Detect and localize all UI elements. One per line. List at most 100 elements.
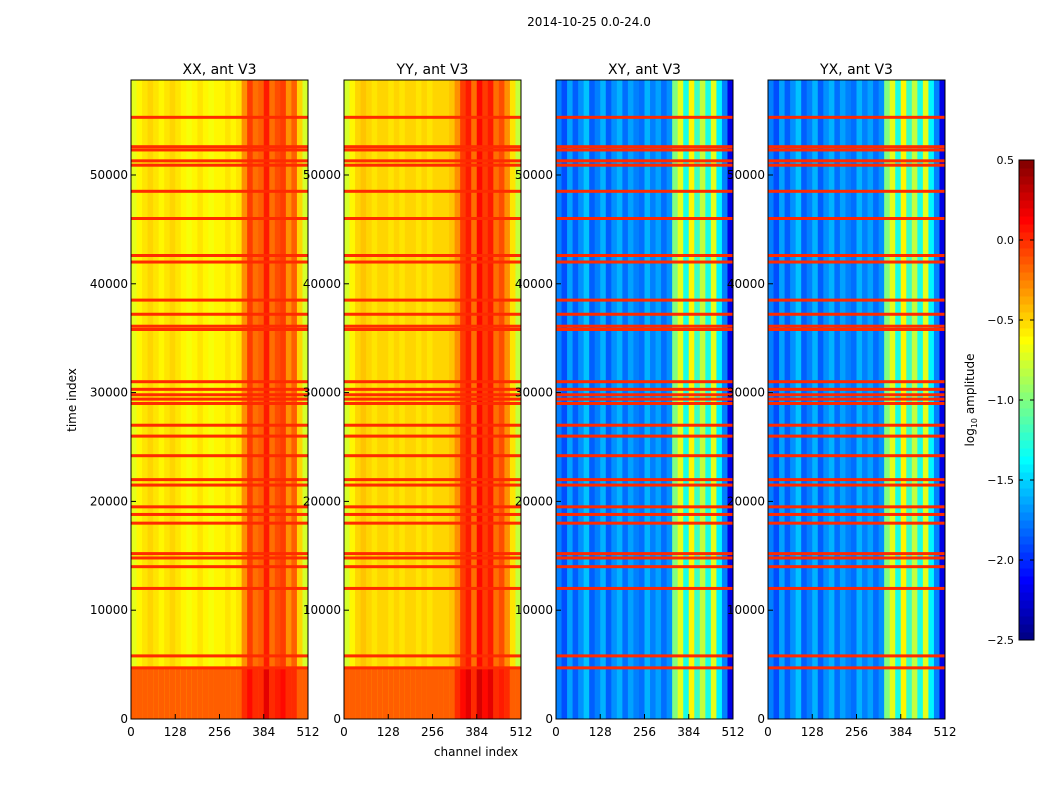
colorbar-segment xyxy=(1019,304,1034,313)
flagged-row xyxy=(768,163,945,167)
colorbar-segment xyxy=(1019,496,1034,505)
flagged-row xyxy=(768,298,945,302)
flagged-row xyxy=(131,454,308,458)
flagged-row xyxy=(556,505,733,509)
flagged-row xyxy=(131,397,308,401)
colorbar: 0.5 0.0 −0.5 −1.0 −1.5 −2.0 −2.5 xyxy=(987,154,1035,647)
colorbar-segment xyxy=(1019,240,1034,249)
y-tick-label: 10000 xyxy=(727,603,765,617)
flagged-row xyxy=(344,298,521,302)
y-tick-label: 20000 xyxy=(515,494,553,508)
heatmap-cell xyxy=(410,667,417,719)
flagged-row xyxy=(768,253,945,257)
flagged-row xyxy=(131,148,308,152)
heatmap-cell xyxy=(360,667,367,719)
colorbar-segment xyxy=(1019,520,1034,529)
heatmap-cell xyxy=(202,667,209,719)
x-tick-label: 0 xyxy=(340,725,348,739)
heatmap-cell xyxy=(236,667,243,719)
heatmap-cell xyxy=(274,667,281,719)
flagged-row xyxy=(556,401,733,405)
heatmap-cell xyxy=(186,667,193,719)
heatmap-cell xyxy=(382,667,389,719)
flagged-row xyxy=(556,434,733,438)
flagged-row xyxy=(556,586,733,590)
y-tick-label: 50000 xyxy=(727,168,765,182)
flagged-row xyxy=(768,434,945,438)
heatmap-cell xyxy=(197,667,204,719)
colorbar-segment xyxy=(1019,416,1034,425)
flagged-row xyxy=(556,217,733,221)
colorbar-segment xyxy=(1019,216,1034,225)
flagged-row xyxy=(344,380,521,384)
heatmap-cell xyxy=(252,667,259,719)
flagged-row xyxy=(344,145,521,149)
flagged-row xyxy=(768,327,945,331)
flagged-row xyxy=(344,260,521,264)
colorbar-segment xyxy=(1019,624,1034,633)
y-tick-label: 30000 xyxy=(303,386,341,400)
flagged-row xyxy=(131,324,308,328)
y-tick-label: 20000 xyxy=(90,494,128,508)
x-tick-label: 384 xyxy=(465,725,488,739)
colorbar-segment xyxy=(1019,576,1034,585)
x-tick-label: 512 xyxy=(934,725,957,739)
colorbar-tick-label: 0.5 xyxy=(997,154,1015,167)
heatmap-cell xyxy=(296,667,303,719)
flagged-row xyxy=(768,397,945,401)
x-tick-label: 256 xyxy=(421,725,444,739)
colorbar-segment xyxy=(1019,464,1034,473)
flagged-row xyxy=(556,145,733,149)
colorbar-segment xyxy=(1019,480,1034,489)
flagged-row xyxy=(556,298,733,302)
y-tick-label: 30000 xyxy=(90,386,128,400)
x-tick-label: 384 xyxy=(252,725,275,739)
flagged-row xyxy=(768,260,945,264)
colorbar-segment xyxy=(1019,184,1034,193)
flagged-row xyxy=(768,324,945,328)
y-axis-label: time index xyxy=(65,368,79,432)
flagged-row xyxy=(344,505,521,509)
flagged-row xyxy=(344,327,521,331)
flagged-row xyxy=(768,115,945,119)
heatmap-cell xyxy=(482,667,489,719)
heatmap-cell xyxy=(219,667,226,719)
flagged-row xyxy=(131,393,308,397)
flagged-row xyxy=(556,552,733,556)
flagged-row xyxy=(131,312,308,316)
flagged-row xyxy=(344,401,521,405)
flagged-row xyxy=(556,556,733,560)
colorbar-segment xyxy=(1019,536,1034,545)
colorbar-segment xyxy=(1019,592,1034,601)
colorbar-segment xyxy=(1019,568,1034,577)
flagged-row xyxy=(556,327,733,331)
flagged-row xyxy=(131,401,308,405)
colorbar-segment xyxy=(1019,600,1034,609)
x-tick-label: 384 xyxy=(889,725,912,739)
flagged-row xyxy=(556,654,733,658)
x-tick-label: 256 xyxy=(845,725,868,739)
flagged-row xyxy=(131,387,308,391)
heatmap-cell xyxy=(421,667,428,719)
flagged-row xyxy=(768,189,945,193)
colorbar-segment xyxy=(1019,176,1034,185)
y-tick-label: 50000 xyxy=(90,168,128,182)
y-tick-label: 50000 xyxy=(515,168,553,182)
flagged-row xyxy=(556,189,733,193)
colorbar-segment xyxy=(1019,336,1034,345)
colorbar-segment xyxy=(1019,280,1034,289)
y-tick-label: 10000 xyxy=(90,603,128,617)
flagged-row xyxy=(768,565,945,569)
heatmap-cell xyxy=(399,667,406,719)
heatmap-cell xyxy=(263,667,270,719)
panel-title: YX, ant V3 xyxy=(819,62,893,78)
heatmap-cell xyxy=(349,667,356,719)
flagged-row xyxy=(344,115,521,119)
flagged-row xyxy=(344,556,521,560)
x-tick-label: 512 xyxy=(722,725,745,739)
colorbar-segment xyxy=(1019,256,1034,265)
x-tick-label: 512 xyxy=(297,725,320,739)
flagged-row xyxy=(131,217,308,221)
flagged-row xyxy=(768,505,945,509)
colorbar-segment xyxy=(1019,408,1034,417)
